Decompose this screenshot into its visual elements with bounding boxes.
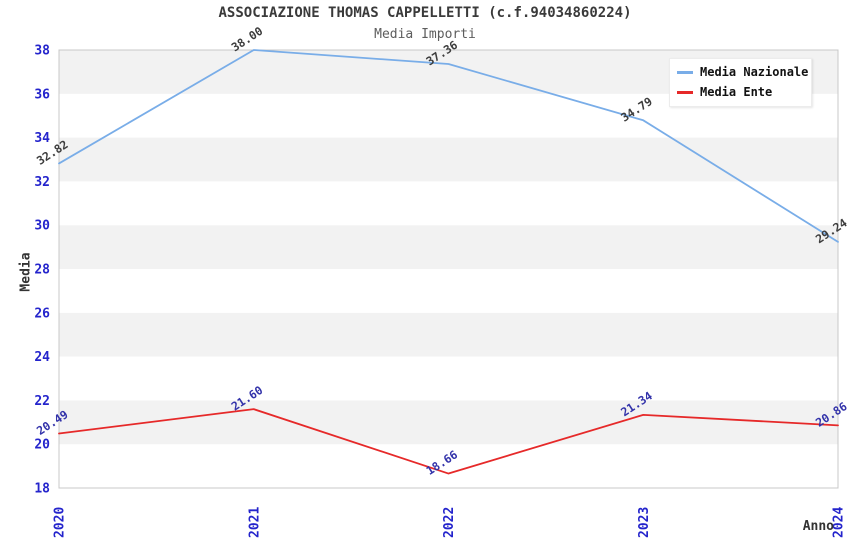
plot-band — [59, 444, 838, 488]
y-tick-label: 30 — [34, 219, 50, 234]
y-tick-label: 34 — [34, 131, 50, 146]
y-tick-label: 32 — [34, 175, 50, 190]
y-axis-title: Media — [18, 252, 34, 292]
line-swatch-red-icon — [677, 90, 693, 94]
y-tick-label: 36 — [34, 87, 50, 102]
x-tick-label: 2024 — [832, 507, 847, 538]
x-tick-label: 2023 — [637, 507, 652, 538]
legend-label-media-ente: Media Ente — [700, 85, 773, 99]
x-tick-label: 2021 — [247, 507, 262, 538]
plot-band — [59, 225, 838, 269]
y-tick-label: 24 — [34, 350, 50, 365]
y-tick-label: 28 — [34, 263, 50, 278]
x-tick-label: 2020 — [53, 507, 68, 538]
x-tick-label: 2022 — [442, 507, 457, 538]
legend: Media Nazionale Media Ente — [669, 58, 812, 107]
y-tick-label: 20 — [34, 438, 50, 453]
legend-item-media-nazionale: Media Nazionale — [677, 65, 808, 79]
y-tick-label: 26 — [34, 306, 50, 321]
x-axis-title: Anno — [802, 519, 834, 534]
plot-band — [59, 400, 838, 445]
legend-label-media-nazionale: Media Nazionale — [700, 65, 809, 79]
plot-band — [59, 137, 838, 182]
chart-title: ASSOCIAZIONE THOMAS CAPPELLETTI (c.f.940… — [218, 5, 632, 21]
plot-band — [59, 269, 838, 313]
y-tick-label: 38 — [34, 44, 50, 59]
y-tick-label: 22 — [34, 394, 50, 409]
y-tick-label: 18 — [34, 482, 50, 497]
series-line — [58, 49, 839, 243]
legend-item-media-ente: Media Ente — [677, 85, 804, 99]
line-swatch-blue-icon — [677, 70, 693, 74]
plot-band — [59, 356, 838, 401]
chart-subtitle: Media Importi — [374, 27, 476, 42]
plot-band — [59, 312, 838, 357]
plot-band — [59, 181, 838, 226]
plot-border — [58, 49, 839, 489]
series-line — [58, 408, 839, 475]
